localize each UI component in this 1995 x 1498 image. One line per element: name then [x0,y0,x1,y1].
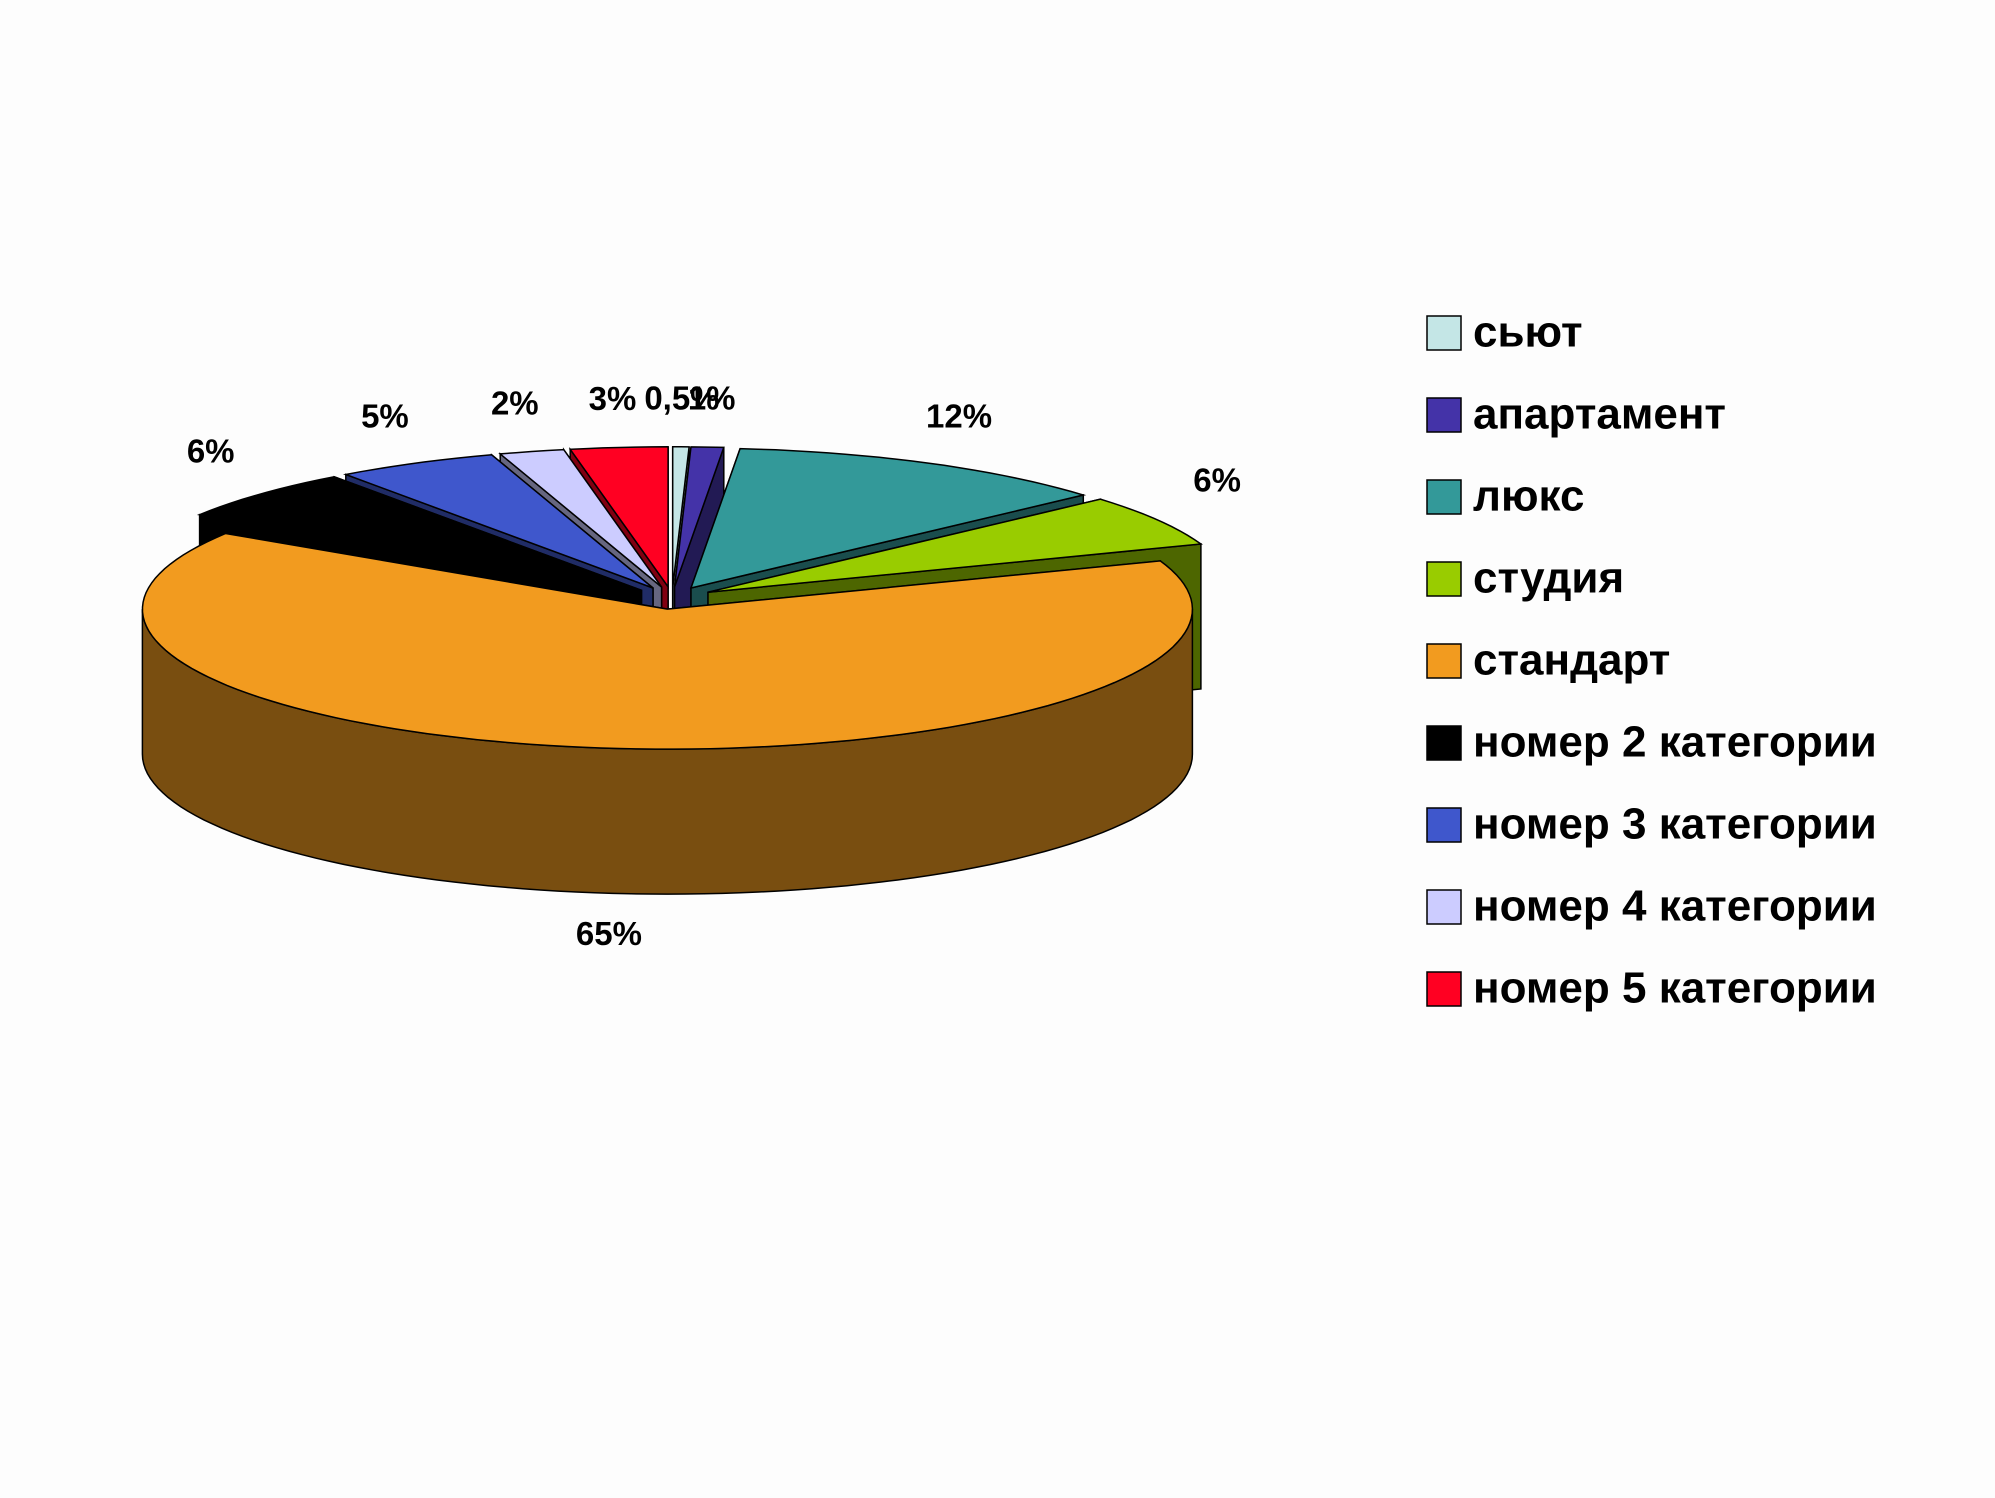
legend-swatch [1426,725,1462,761]
legend-swatch [1426,479,1462,515]
legend-swatch [1426,561,1462,597]
data-label: 65% [576,915,642,952]
legend-label: сьют [1473,308,1583,357]
data-label: 12% [926,398,992,435]
legend-label: номер 3 категории [1473,800,1877,849]
legend-label: номер 2 категории [1473,718,1877,767]
slice-top [673,446,725,588]
legend-swatch [1426,397,1462,433]
legend-swatch [1426,889,1462,925]
legend-label: студия [1473,554,1624,603]
data-label: 1% [688,380,736,417]
data-label: 6% [187,432,235,469]
legend-label: люкс [1473,472,1584,521]
legend-label: номер 4 категории [1473,882,1877,931]
slice-top [707,498,1204,593]
data-label: 0,5% [644,379,719,416]
slice-top [498,448,663,588]
slice [141,532,1194,895]
legend-label: стандарт [1473,636,1670,685]
slice-top [671,446,690,587]
data-label: 5% [361,398,409,435]
legend-swatch [1426,971,1462,1007]
slice-top [342,454,654,589]
legend-swatch [1426,807,1462,843]
data-label: 2% [491,385,539,422]
legend-label: апартамент [1473,390,1726,439]
legend-swatch [1426,315,1462,351]
data-label: 3% [589,380,637,417]
slice-top [568,446,669,590]
data-label: 6% [1193,462,1241,499]
legend-swatch [1426,643,1462,679]
slice-top [196,476,642,592]
slice-top [141,532,1194,750]
legend-label: номер 5 категории [1473,964,1877,1013]
slice-top [689,447,1087,590]
